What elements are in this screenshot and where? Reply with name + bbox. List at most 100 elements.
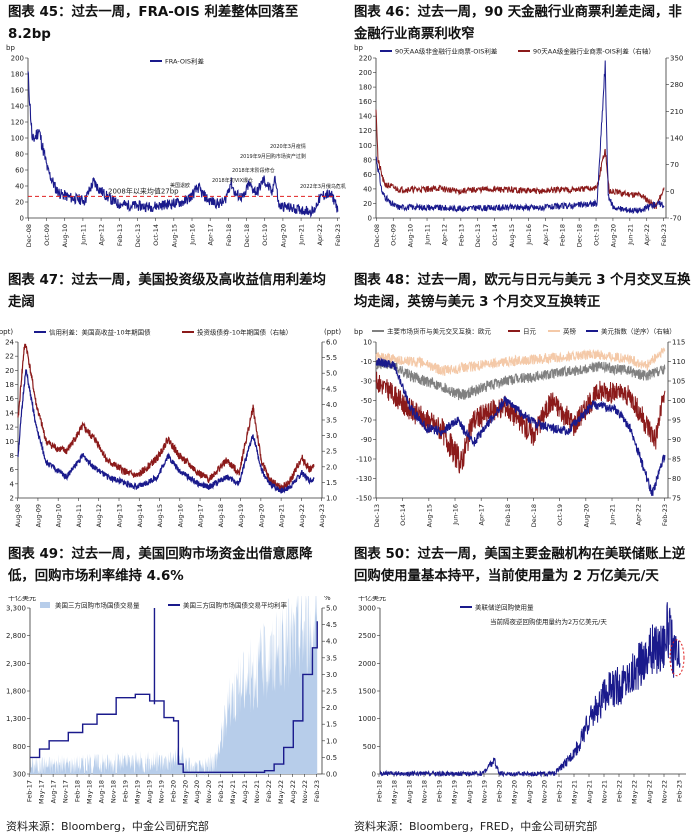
y-tick-label-right: 110	[672, 358, 685, 366]
x-tick-label: Aug-15	[425, 504, 433, 527]
x-tick-label: Nov-18	[421, 780, 429, 803]
y-tick-label: 2	[10, 495, 14, 503]
x-tick-label: Jun-16	[525, 224, 533, 246]
y-tick-label-right: 1.0	[326, 495, 337, 503]
y-axis-unit: bp	[354, 328, 363, 336]
y-tick-label: 4	[10, 480, 15, 488]
x-tick-label: Aug-19	[145, 780, 153, 803]
x-tick-label: May-22	[277, 780, 285, 804]
y-tick-label: 60	[363, 171, 372, 179]
x-tick-label: Nov-21	[601, 780, 609, 803]
x-tick-label: Feb-23	[313, 780, 321, 802]
x-tick-label: Aug-18	[98, 780, 106, 803]
y-tick-label: 6	[10, 466, 15, 474]
y-tick-label: 3,300	[6, 605, 26, 613]
legend-label: FRA-OIS利差	[165, 57, 204, 66]
y-tick-label: 80	[15, 151, 24, 159]
y-tick-label: 180	[359, 84, 372, 92]
y-axis-unit: bp	[354, 44, 363, 52]
y-tick-label: 14	[5, 409, 14, 417]
x-tick-label: Jun-16	[452, 504, 460, 526]
series-line-investment-grade	[17, 343, 315, 492]
x-tick-label: Aug-20	[526, 780, 534, 803]
y-tick-label: 24	[5, 339, 14, 347]
x-tick-label: Aug-20	[257, 504, 265, 527]
chart-50: 0 500 1000 1500 2000 2500 3000 十亿美元 Feb-18 May-18…	[358, 596, 686, 804]
x-tick-label: Jun-21	[298, 224, 306, 246]
y-tick-label-right: 3.0	[326, 671, 337, 679]
series-line-gbp	[375, 346, 666, 376]
x-tick-label: Nov-22	[661, 780, 669, 803]
x-tick-label: Dec-18	[530, 504, 538, 527]
x-tick-label: May-19	[451, 780, 459, 804]
y-tick-label: 40	[15, 183, 24, 191]
y-tick-label-right: 2.5	[326, 688, 337, 696]
y-tick-label-right: 2.0	[326, 704, 337, 712]
y-tick-label: 1500	[358, 688, 376, 696]
x-tick-label: Nov-20	[205, 780, 213, 803]
chart-title-45: 图表 45：过去一周，FRA-OIS 利差整体回落至 8.2bp	[8, 5, 299, 42]
series-line-dxy	[375, 356, 666, 496]
y-tick-label: 2000	[358, 660, 376, 668]
x-tick-label: Apr-12	[98, 224, 106, 245]
x-tick-label: Aug-19	[237, 504, 245, 527]
series-line-high-yield	[17, 369, 315, 494]
x-tick-label: May-20	[511, 780, 519, 804]
x-tick-label: Oct-14	[399, 504, 407, 526]
highlight-ellipse	[669, 639, 685, 677]
series-line-eur	[375, 358, 666, 401]
y-tick-label: 1000	[358, 715, 376, 723]
x-tick-label: Dec-18	[243, 224, 251, 247]
y-tick-label: 120	[11, 119, 24, 127]
legend-label: 美国三方回购市场国债交易量	[55, 601, 140, 610]
x-tick-label: Oct-09	[43, 224, 51, 246]
x-tick-label: Jun-21	[609, 504, 617, 526]
y-tick-label-right: 4.0	[326, 638, 337, 646]
y-tick-label: -130	[356, 475, 372, 483]
x-tick-label: Aug-21	[241, 780, 249, 803]
x-tick-label: Aug-20	[279, 224, 287, 247]
y-axis-unit-right: (ppt)	[324, 328, 341, 336]
y-tick-label-right: 1.0	[326, 737, 337, 745]
x-tick-label: Dec-08	[25, 224, 33, 247]
x-tick-label: Apr-22	[316, 224, 324, 245]
y-tick-label-right: 5.0	[326, 605, 337, 613]
y-tick-label-right: 75	[672, 495, 681, 503]
x-tick-label: Apr-17	[478, 504, 486, 525]
y-tick-label: 16	[5, 395, 14, 403]
x-tick-label: Feb-20	[169, 780, 177, 802]
x-tick-label: Apr-12	[440, 224, 448, 245]
y-axis-unit: 十亿美元	[8, 596, 36, 602]
x-tick-label: Oct-19	[593, 224, 601, 246]
y-tick-label-right: 1.5	[326, 721, 337, 729]
legend-label: 90天AA级金融行业商票-OIS利差（右轴）	[533, 47, 655, 56]
y-tick-label: 0	[372, 771, 376, 779]
x-tick-label: Apr-17	[207, 224, 215, 245]
y-tick-label-right: 95	[672, 417, 681, 425]
y-tick-label: 100	[11, 135, 24, 143]
x-tick-label: Feb-19	[436, 780, 444, 802]
y-tick-label: 140	[359, 113, 372, 121]
y-axis-unit: bp	[6, 44, 15, 52]
x-tick-label: Jun-11	[79, 224, 87, 246]
series-line-fra-ois	[27, 71, 339, 219]
series-line-rrp	[379, 602, 681, 778]
y-tick-label: 20	[5, 367, 14, 375]
x-tick-label: Feb-13	[457, 224, 465, 246]
x-tick-label: Aug-18	[406, 780, 414, 803]
y-tick-label-right: 90	[672, 436, 681, 444]
series-line-financial	[375, 109, 665, 209]
x-tick-label: Feb-18	[504, 504, 512, 526]
y-tick-label: 22	[5, 353, 14, 361]
x-tick-label: Aug-10	[61, 224, 69, 247]
x-tick-label: Aug-17	[197, 504, 205, 527]
x-tick-label: Feb-22	[265, 780, 273, 802]
legend-swatch	[40, 602, 50, 608]
annotation: 2018年末阶段修仓	[232, 167, 275, 174]
y-tick-label: 60	[15, 167, 24, 175]
x-tick-label: Feb-23	[661, 504, 669, 526]
y-tick-label: 120	[359, 127, 372, 135]
y-tick-label-right: 5.5	[326, 354, 337, 362]
annotation: 2022年3月俄乌危机	[300, 183, 346, 190]
legend-label: 信用利差：美国高收益-10年期国债	[49, 328, 151, 337]
